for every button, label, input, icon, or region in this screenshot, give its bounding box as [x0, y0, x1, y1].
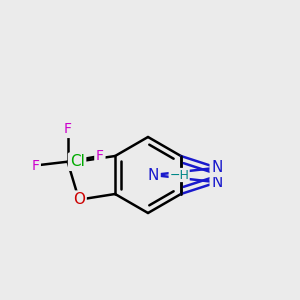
- Text: F: F: [64, 122, 72, 136]
- Text: N: N: [212, 160, 223, 175]
- Text: N: N: [148, 167, 159, 182]
- Text: O: O: [73, 192, 85, 207]
- Text: N: N: [212, 175, 223, 190]
- Text: F: F: [31, 158, 39, 172]
- Text: Cl: Cl: [70, 154, 85, 169]
- Text: −H: −H: [169, 169, 189, 182]
- Text: F: F: [96, 149, 104, 163]
